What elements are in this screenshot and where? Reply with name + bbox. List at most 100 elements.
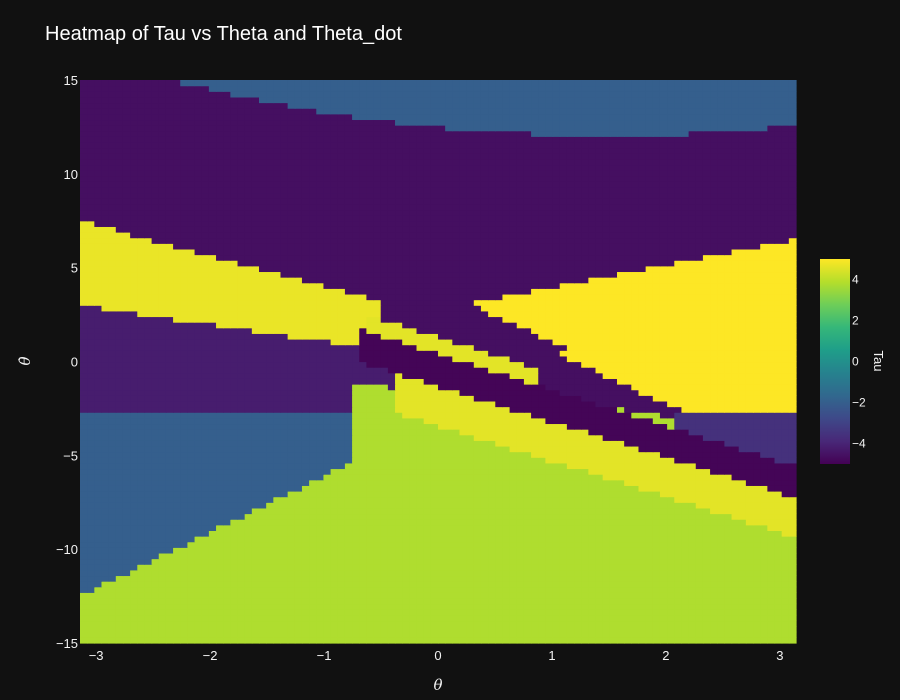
heatmap-cell xyxy=(201,457,210,464)
heatmap-cells xyxy=(80,80,797,644)
heatmap-cell xyxy=(309,367,317,374)
heatmap-cell xyxy=(781,603,790,610)
heatmap-cell xyxy=(638,490,647,498)
heatmap-cell xyxy=(617,626,625,633)
heatmap-cell xyxy=(631,507,640,515)
heatmap-cell xyxy=(108,530,117,537)
heatmap-cell xyxy=(122,603,131,610)
heatmap-cell xyxy=(717,462,725,470)
heatmap-cell xyxy=(180,586,188,593)
heatmap-cell xyxy=(130,597,138,605)
heatmap-cell xyxy=(137,468,146,475)
heatmap-cell xyxy=(194,564,203,571)
heatmap-cell xyxy=(108,412,117,419)
heatmap-cell xyxy=(609,423,618,430)
heatmap-cell xyxy=(380,474,389,481)
heatmap-cell xyxy=(502,361,511,368)
heatmap-cell xyxy=(559,445,568,453)
heatmap-cell xyxy=(717,479,725,486)
heatmap-cell xyxy=(294,479,303,486)
heatmap-cell xyxy=(710,524,718,531)
heatmap-cell xyxy=(702,372,711,379)
heatmap-cell xyxy=(581,597,589,605)
heatmap-cell xyxy=(774,423,783,430)
heatmap-cell xyxy=(251,547,260,554)
heatmap-cell xyxy=(115,502,124,509)
heatmap-cell xyxy=(230,434,239,441)
heatmap-cell xyxy=(760,586,768,593)
heatmap-cell xyxy=(158,417,167,425)
heatmap-cell xyxy=(738,485,747,492)
heatmap-cell xyxy=(309,581,317,588)
heatmap-cell xyxy=(366,429,375,436)
heatmap-cell xyxy=(588,423,597,430)
heatmap-cell xyxy=(309,389,317,396)
heatmap-cell xyxy=(566,378,575,385)
heatmap-cell xyxy=(430,367,439,374)
heatmap-cell xyxy=(165,552,174,560)
heatmap-cell xyxy=(710,468,718,475)
heatmap-cell xyxy=(702,490,711,498)
heatmap-cell xyxy=(373,586,382,593)
heatmap-cell xyxy=(187,609,196,616)
heatmap-cell xyxy=(659,406,668,413)
heatmap-cell xyxy=(473,440,482,447)
heatmap-cell xyxy=(94,581,103,588)
heatmap-cell xyxy=(201,451,210,458)
heatmap-cell xyxy=(688,631,697,638)
heatmap-cell xyxy=(94,395,103,402)
heatmap-cell xyxy=(87,586,95,593)
heatmap-cell xyxy=(323,395,332,402)
heatmap-cell xyxy=(445,575,453,582)
heatmap-cell xyxy=(244,519,253,526)
heatmap-cell xyxy=(380,519,389,526)
heatmap-cell xyxy=(559,384,568,391)
heatmap-cell xyxy=(717,423,725,430)
heatmap-cell xyxy=(423,609,432,616)
heatmap-cell xyxy=(337,496,346,503)
heatmap-cell xyxy=(581,496,589,503)
heatmap-cell xyxy=(724,626,733,633)
heatmap-cell xyxy=(452,597,461,605)
heatmap-cell xyxy=(373,507,382,515)
heatmap-cell xyxy=(423,547,432,554)
heatmap-cell xyxy=(180,490,188,498)
heatmap-cell xyxy=(545,626,554,633)
heatmap-cell xyxy=(280,490,289,498)
heatmap-cell xyxy=(122,429,131,436)
heatmap-cell xyxy=(395,507,403,515)
heatmap-cell xyxy=(774,457,783,464)
heatmap-cell xyxy=(745,400,754,408)
heatmap-cell xyxy=(173,581,181,588)
heatmap-cell xyxy=(395,361,403,368)
heatmap-cell xyxy=(652,597,661,605)
heatmap-cell xyxy=(165,620,174,627)
heatmap-cell xyxy=(652,440,661,447)
heatmap-cell xyxy=(101,445,110,453)
heatmap-cell xyxy=(480,586,489,593)
heatmap-cell xyxy=(165,507,174,515)
heatmap-cell xyxy=(702,519,711,526)
heatmap-cell xyxy=(201,614,210,622)
heatmap-cell xyxy=(509,507,518,515)
heatmap-cell xyxy=(273,620,282,627)
heatmap-cell xyxy=(359,429,367,436)
heatmap-cell xyxy=(101,507,110,515)
heatmap-cell xyxy=(480,378,489,385)
heatmap-cell xyxy=(101,412,110,419)
heatmap-cell xyxy=(588,592,597,599)
heatmap-cell xyxy=(344,524,353,531)
heatmap-cell xyxy=(130,406,138,413)
heatmap-cell xyxy=(445,507,453,515)
heatmap-cell xyxy=(337,581,346,588)
heatmap-cell xyxy=(273,462,282,470)
heatmap-cell xyxy=(724,474,733,481)
heatmap-cell xyxy=(344,372,353,379)
heatmap-cell xyxy=(330,479,339,486)
heatmap-cell xyxy=(144,474,153,481)
heatmap-cell xyxy=(502,400,511,408)
heatmap-cell xyxy=(273,474,282,481)
heatmap-cell xyxy=(323,581,332,588)
heatmap-cell xyxy=(366,507,375,515)
heatmap-cell xyxy=(316,412,325,419)
